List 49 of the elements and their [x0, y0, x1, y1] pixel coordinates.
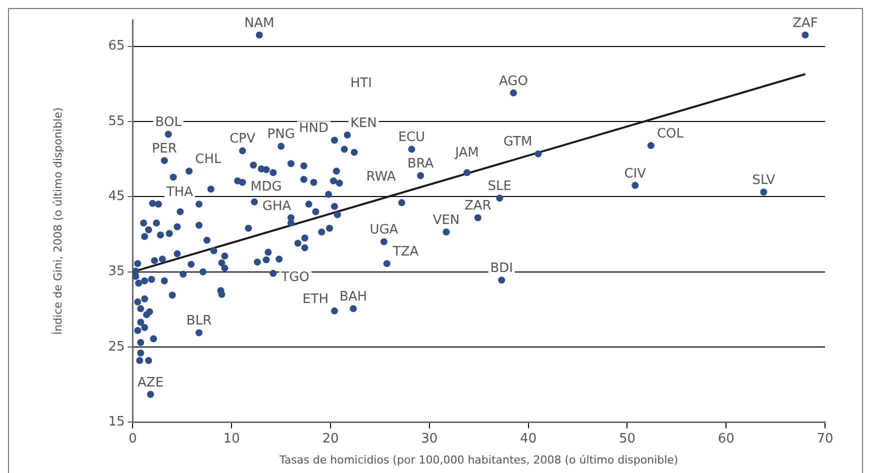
annotation: RWA	[366, 170, 396, 185]
annotation: ETH	[302, 292, 328, 307]
annotation: CHL	[195, 152, 222, 167]
annotation: ECU	[398, 130, 426, 146]
annotation: BOL	[155, 115, 182, 130]
annotation: BAH	[339, 290, 368, 305]
y-axis-title: Índice de Gini, 2008 (o último disponible)	[50, 107, 64, 335]
annotation: AZE	[138, 375, 164, 390]
annotation: GHA	[262, 198, 292, 214]
annotation: TGO	[280, 270, 310, 286]
annotation: JAM	[454, 145, 479, 160]
y-tick-label: 65	[108, 38, 125, 54]
annotation: NAM	[244, 16, 274, 31]
x-tick-label: 60	[718, 431, 734, 446]
x-axis-title: Tasas de homicidios (por 100,000 habitantes, 2008 (o último disponible)	[278, 453, 678, 466]
annotation: SLE	[488, 179, 512, 194]
y-tick-label: 15	[108, 414, 125, 430]
annotation: ZAR	[464, 198, 492, 214]
annotation: AGO	[498, 74, 528, 89]
annotation: THA	[165, 185, 194, 200]
annotation: TZA	[392, 244, 419, 260]
x-tick-label: 0	[128, 431, 137, 446]
annotation: HND	[298, 121, 328, 136]
annotation: VEN	[432, 212, 460, 228]
annotation: BLR	[186, 314, 212, 329]
annotation: MDG	[250, 179, 282, 194]
annotation: CPV	[230, 132, 256, 147]
annotation: CIV	[624, 166, 646, 182]
x-tick-label: 70	[816, 431, 834, 446]
annotation: HTI	[350, 76, 372, 91]
y-tick-label: 35	[108, 264, 125, 280]
y-tick-label: 45	[108, 189, 125, 204]
annotation: COL	[656, 126, 684, 142]
annotation: GTM	[503, 134, 532, 150]
annotation: ZAF	[792, 16, 818, 31]
x-tick-label: 50	[618, 431, 636, 446]
annotation: UGA	[370, 222, 398, 238]
annotation: PNG	[267, 127, 295, 142]
x-tick-label: 30	[421, 431, 438, 446]
y-tick-label: 25	[108, 339, 125, 354]
x-tick-label: 20	[322, 431, 339, 446]
annotation: KEN	[350, 116, 377, 132]
x-tick-label: 40	[520, 431, 537, 446]
annotation: SLV	[752, 173, 776, 188]
x-tick-label: 10	[223, 431, 240, 446]
annotation: BDI	[490, 260, 513, 276]
annotation: PER	[152, 141, 177, 156]
annotation: BRA	[407, 156, 434, 172]
y-tick-label: 55	[108, 114, 125, 129]
